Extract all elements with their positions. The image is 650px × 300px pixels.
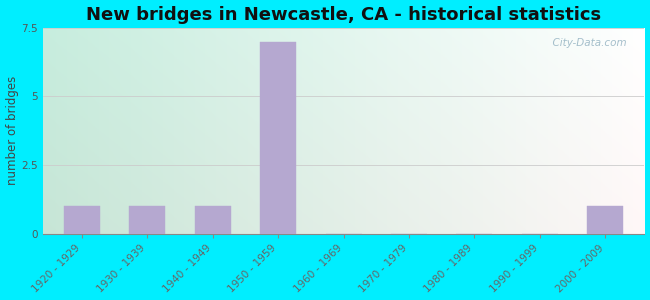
Bar xyxy=(587,206,623,234)
Bar xyxy=(195,206,231,234)
Bar xyxy=(260,42,296,234)
Title: New bridges in Newcastle, CA - historical statistics: New bridges in Newcastle, CA - historica… xyxy=(86,6,601,24)
Bar xyxy=(129,206,166,234)
Y-axis label: number of bridges: number of bridges xyxy=(6,76,19,185)
Text: City-Data.com: City-Data.com xyxy=(546,38,627,48)
Bar xyxy=(64,206,100,234)
